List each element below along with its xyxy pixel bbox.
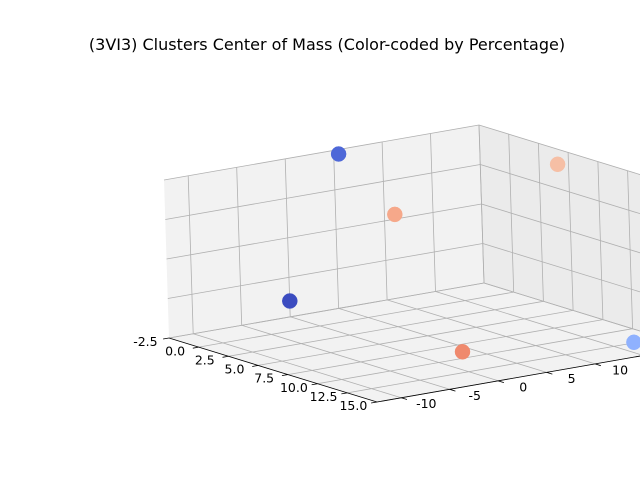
y-tick-label: 0: [519, 379, 527, 394]
grid-line-z-back: [481, 203, 640, 254]
grid-line-z-back: [480, 164, 640, 215]
x-tick-label: 2.5: [195, 352, 215, 367]
x-tick-label: 15.0: [339, 398, 367, 413]
grid-line-y-floor: [290, 316, 499, 382]
grid-line-y-floor: [386, 299, 596, 365]
x-tick-mark: [281, 374, 288, 376]
y-tick-label: -10: [416, 396, 436, 411]
grid-line-x-floor: [287, 319, 603, 375]
floor-pane: [169, 283, 640, 402]
grid-line-x-floor: [198, 291, 514, 348]
grid-line-y-floor: [338, 308, 547, 373]
y-tick-label: 5: [568, 371, 576, 386]
y-tick-mark: [498, 380, 505, 383]
x-tick-mark: [311, 383, 318, 386]
x-tick-mark: [371, 401, 378, 404]
x-tick-label: 0.0: [165, 343, 185, 358]
x-tick-mark: [192, 346, 199, 349]
grid-line-y-floor: [435, 291, 640, 355]
y-tick-mark: [594, 363, 601, 367]
grid-line-y-floor: [241, 324, 450, 390]
x-tick-label: 7.5: [254, 371, 274, 386]
x-tick-label: -2.5: [133, 334, 157, 349]
data-point: [282, 293, 298, 309]
grid-line-z-left: [166, 203, 482, 260]
grid-line-x-floor: [228, 300, 544, 357]
x-tick-mark: [163, 337, 170, 340]
x-tick-mark: [341, 392, 348, 395]
grid-line-x-floor: [347, 341, 640, 394]
x-tick-label: 5.0: [225, 362, 245, 377]
grid-line-x-floor: [258, 310, 574, 366]
grid-line-y-floor: [193, 333, 402, 399]
tick-labels: -2.50.02.55.07.510.012.515.0-10-50510152…: [133, 334, 628, 413]
y-tick-mark: [401, 397, 408, 400]
y-tick-mark: [449, 388, 456, 392]
data-point: [387, 206, 403, 223]
y-tick-label: -5: [468, 388, 480, 403]
x-tick-mark: [252, 365, 259, 367]
grid-line-z-back: [482, 243, 640, 293]
grid-lines: [163, 124, 640, 403]
y-tick-mark: [546, 372, 553, 375]
x-tick-mark: [222, 355, 229, 358]
y-tick-label: 10: [612, 362, 628, 377]
data-point: [454, 344, 471, 360]
tick-marks: [163, 337, 601, 404]
data-point: [626, 334, 640, 351]
grid-line-z-left: [168, 282, 485, 339]
x-axis-line: [168, 337, 378, 403]
grid-line-z-left: [165, 164, 481, 220]
chart-title: (3VI3) Clusters Center of Mass (Color-co…: [89, 35, 565, 54]
grid-line-z-left: [167, 243, 483, 299]
data-point: [330, 146, 347, 162]
grid-line-x-floor: [317, 328, 633, 385]
grid-line-z-left: [163, 124, 480, 181]
x-tick-label: 10.0: [280, 380, 308, 395]
grid-line-z-back: [478, 124, 640, 175]
data-point: [549, 156, 566, 173]
grid-line-z-back: [483, 282, 640, 332]
x-tick-label: 12.5: [310, 389, 338, 404]
data-points: [282, 146, 640, 360]
